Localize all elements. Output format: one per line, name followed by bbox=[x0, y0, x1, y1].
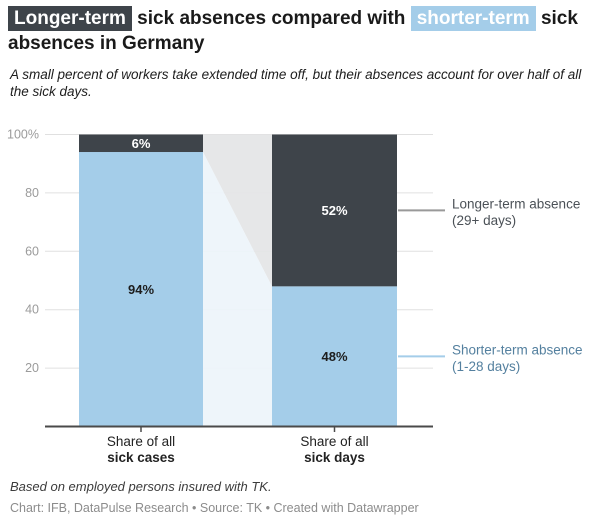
bar-segment-shorter-term[interactable] bbox=[272, 286, 397, 427]
category-label-line2: sick cases bbox=[107, 450, 175, 465]
chart-byline: Chart: IFB, DataPulse Research • Source:… bbox=[10, 501, 419, 515]
value-label: 52% bbox=[321, 203, 347, 218]
legend-label-longer-term: Longer-term absence bbox=[452, 196, 580, 211]
y-tick-label: 60 bbox=[25, 244, 39, 258]
bar-segment-shorter-term[interactable] bbox=[79, 152, 203, 427]
y-tick-label: 20 bbox=[25, 361, 39, 375]
chart-notes: Based on employed persons insured with T… bbox=[10, 479, 272, 494]
title-text-rest: sick absences in Germany bbox=[8, 8, 578, 54]
category-label-line2: sick days bbox=[304, 450, 365, 465]
y-tick-label: 40 bbox=[25, 303, 39, 317]
bar-segment-longer-term[interactable] bbox=[272, 134, 397, 287]
title-highlight-longer-term: Longer-term bbox=[8, 6, 132, 31]
connector-longer-term bbox=[203, 134, 272, 287]
category-label-line1: Share of all bbox=[107, 434, 175, 449]
title-text-middle: sick absences compared with bbox=[131, 8, 411, 29]
legend-label-shorter-term: Shorter-term absence bbox=[452, 342, 583, 357]
title-highlight-shorter-term: shorter-term bbox=[410, 6, 536, 31]
legend-label-longer-term-sub: (29+ days) bbox=[452, 213, 516, 228]
y-tick-label: 100% bbox=[7, 128, 39, 142]
connector-shorter-term bbox=[203, 152, 272, 427]
page-title: Longer-term sick absences compared with … bbox=[8, 6, 599, 56]
bar-segment-longer-term[interactable] bbox=[79, 134, 203, 153]
value-label: 6% bbox=[132, 136, 151, 151]
value-label: 48% bbox=[321, 349, 347, 364]
value-label: 94% bbox=[128, 282, 154, 297]
y-tick-label: 80 bbox=[25, 186, 39, 200]
chart-description: A small percent of workers take extended… bbox=[10, 67, 582, 99]
category-label-line1: Share of all bbox=[300, 434, 368, 449]
legend-label-shorter-term-sub: (1-28 days) bbox=[452, 359, 520, 374]
